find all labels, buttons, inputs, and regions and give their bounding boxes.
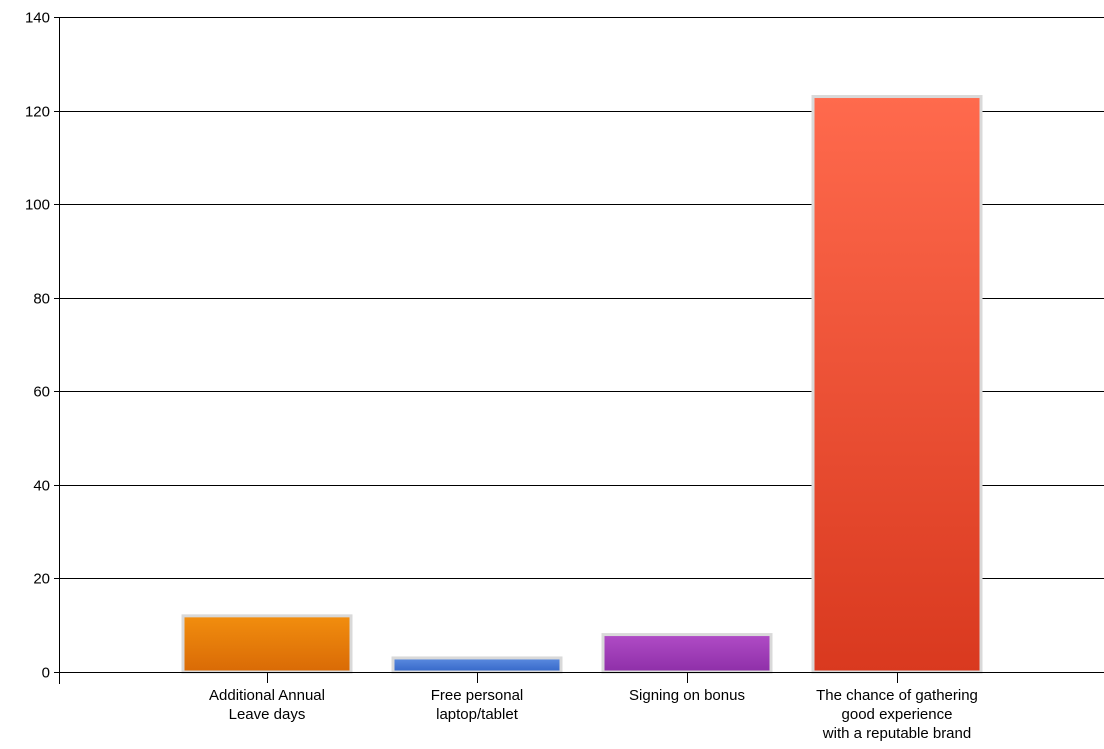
axes bbox=[54, 17, 1104, 684]
x-tick-label: laptop/tablet bbox=[436, 706, 519, 723]
bar bbox=[601, 633, 773, 674]
y-tick-label: 120 bbox=[25, 104, 50, 121]
y-tick-label: 80 bbox=[33, 291, 50, 308]
x-tick-label: with a reputable brand bbox=[822, 725, 971, 742]
gridlines bbox=[59, 17, 1104, 579]
y-tick-label: 40 bbox=[33, 478, 50, 495]
y-tick-label: 20 bbox=[33, 571, 50, 588]
x-tick-label: Additional Annual bbox=[209, 687, 325, 704]
bar bbox=[181, 614, 353, 674]
bar bbox=[391, 656, 563, 674]
bar bbox=[811, 95, 983, 674]
y-tick-label: 60 bbox=[33, 384, 50, 401]
x-tick-label: Free personal bbox=[431, 687, 524, 704]
x-tick-label: Signing on bonus bbox=[629, 687, 745, 704]
x-tick-label: good experience bbox=[842, 706, 953, 723]
x-tick-label: Leave days bbox=[229, 706, 306, 723]
y-axis-ticks: 0 20 40 60 80 100 120 140 bbox=[25, 10, 59, 682]
y-tick-label: 100 bbox=[25, 197, 50, 214]
bars bbox=[181, 95, 983, 674]
x-axis-labels: Additional Annual Leave days Free personal… bbox=[209, 687, 978, 742]
y-tick-label: 0 bbox=[42, 665, 50, 682]
y-tick-label: 140 bbox=[25, 10, 50, 27]
x-tick-label: The chance of gathering bbox=[816, 687, 978, 704]
